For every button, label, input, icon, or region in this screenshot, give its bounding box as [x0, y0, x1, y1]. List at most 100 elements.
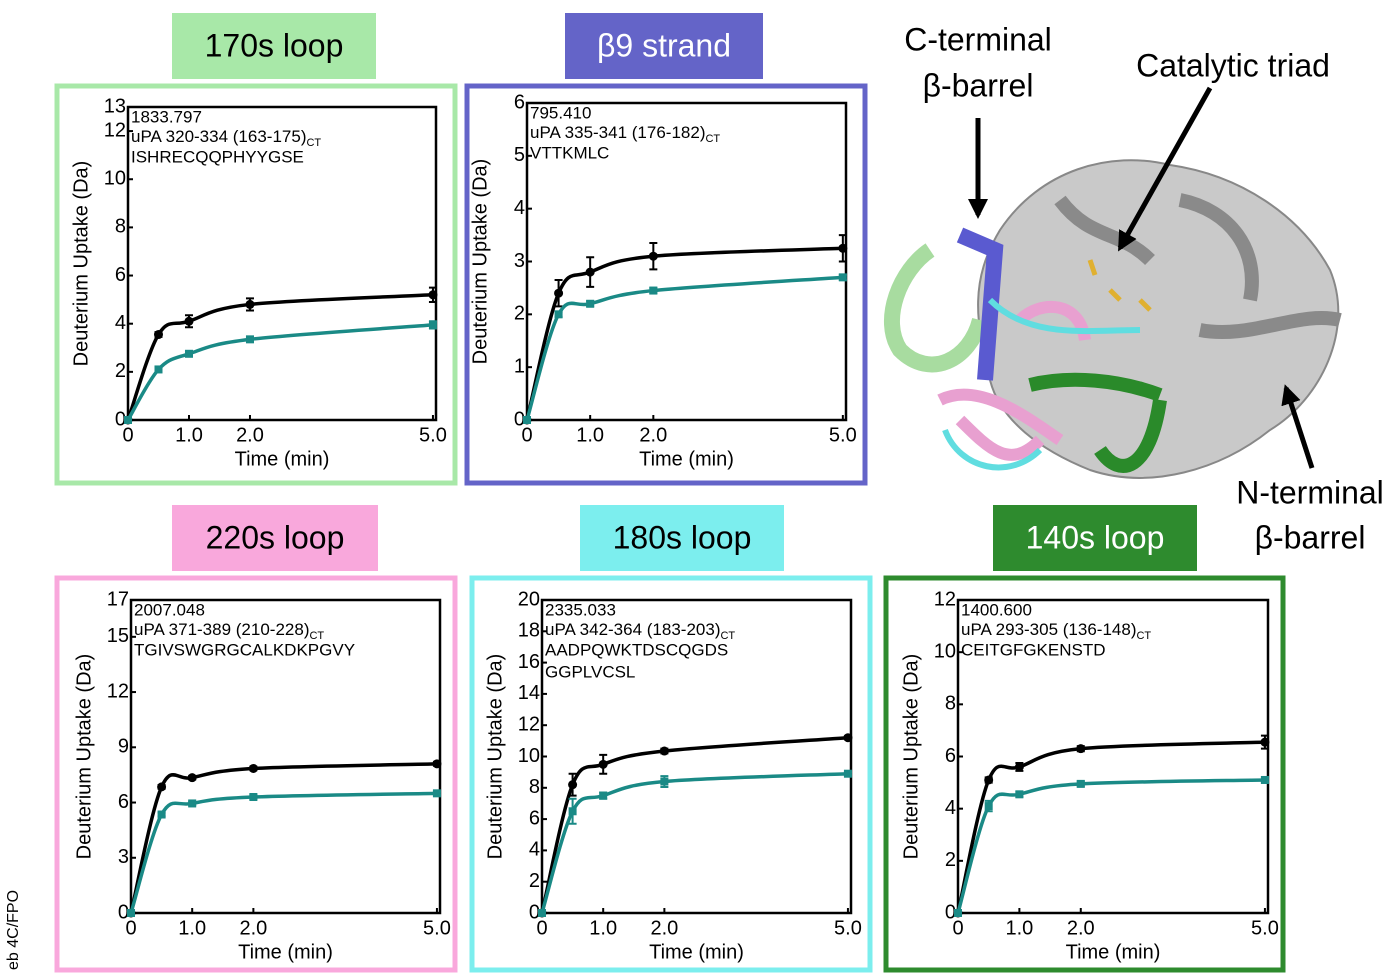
y-tick-label: 20 [518, 588, 540, 610]
data-point [523, 416, 531, 424]
annotation: uPA 342-364 (183-203)CT [545, 620, 735, 641]
annotation: VTTKMLC [530, 143, 609, 162]
data-point [1014, 762, 1024, 772]
fit-curve [540, 735, 849, 914]
data-point [1260, 775, 1269, 784]
x-tick-label: 2.0 [239, 917, 267, 939]
data-point [157, 782, 167, 792]
annotation-sub: CT [1136, 630, 1151, 642]
data-point [586, 299, 595, 308]
data-point [188, 799, 197, 808]
y-tick-label: 10 [518, 745, 540, 767]
y-tick-label: 6 [945, 745, 956, 767]
data-point [428, 320, 437, 329]
y-tick-label: 0 [514, 408, 525, 430]
data-point [648, 251, 658, 261]
annotation: TGIVSWGRGCALKDKPGVY [134, 640, 355, 659]
y-axis-label: Deuterium Uptake (Da) [900, 654, 922, 860]
annotation-text: uPA 335-341 (176-182) [530, 123, 705, 142]
panel-frame [54, 575, 458, 973]
data-point [538, 909, 546, 917]
data-point [568, 807, 577, 816]
y-tick-label: 12 [104, 119, 126, 141]
y-tick-label: 0 [529, 901, 540, 923]
y-tick-label: 12 [934, 588, 956, 610]
title-box [580, 505, 784, 571]
data-point [187, 773, 197, 783]
data-point [124, 416, 132, 424]
data-point [649, 286, 658, 295]
data-point [843, 733, 853, 743]
y-tick-label: 2 [115, 360, 126, 382]
y-tick-label: 3 [514, 250, 525, 272]
x-tick-label: 0 [952, 917, 963, 939]
x-tick-label: 0 [122, 424, 133, 446]
data-point [157, 810, 166, 819]
y-tick-label: 1 [514, 355, 525, 377]
y-tick-label: 5 [514, 144, 525, 166]
x-tick-label: 2.0 [1067, 917, 1095, 939]
annotation: ISHRECQQPHYYGSE [131, 147, 304, 166]
y-tick-label: 8 [529, 776, 540, 798]
data-point [432, 759, 442, 769]
annotation: 2007.048 [134, 600, 205, 619]
fit-curve [126, 293, 434, 421]
y-tick-label: 6 [115, 264, 126, 286]
y-axis-label: Deuterium Uptake (Da) [469, 159, 491, 365]
structure-label: N-terminal [1236, 474, 1384, 510]
fit-curve [956, 740, 1265, 914]
data-point [660, 777, 669, 786]
panel-frame [464, 83, 868, 486]
y-tick-label: 4 [529, 839, 540, 861]
x-tick-label: 5.0 [423, 917, 451, 939]
structure-label: β-barrel [1255, 519, 1366, 555]
structure-label: β-barrel [923, 67, 1034, 103]
arrow [1117, 86, 1213, 252]
data-point [245, 299, 255, 309]
annotation: uPA 335-341 (176-182)CT [530, 123, 720, 144]
x-tick-label: 1.0 [175, 424, 203, 446]
y-tick-label: 10 [934, 640, 956, 662]
data-point [984, 775, 994, 785]
y-tick-label: 10 [104, 168, 126, 190]
data-point [984, 802, 993, 811]
data-point [248, 763, 258, 773]
annotation: 795.410 [530, 103, 591, 122]
y-tick-label: 2 [514, 303, 525, 325]
data-point [154, 365, 163, 374]
x-axis-label: Time (min) [639, 448, 734, 470]
annotation-sub: CT [705, 133, 720, 145]
y-tick-label: 2 [529, 870, 540, 892]
panel-title: 180s loop [613, 519, 752, 555]
fit-curve [525, 246, 843, 421]
data-point [184, 349, 193, 358]
y-tick-label: 13 [104, 95, 126, 117]
data-point [249, 793, 258, 802]
data-point [843, 769, 852, 778]
panel-title: 140s loop [1026, 519, 1165, 555]
x-tick-label: 5.0 [834, 917, 862, 939]
fit-curve [525, 275, 843, 421]
panel-frame [469, 575, 873, 973]
x-tick-label: 1.0 [576, 424, 604, 446]
title-box [172, 13, 376, 79]
data-point [659, 746, 669, 756]
structure-label: Catalytic triad [1136, 47, 1330, 83]
fit-curve [956, 778, 1265, 914]
plot-area [129, 598, 442, 915]
panel-frame [54, 83, 458, 486]
annotation-text: uPA 342-364 (183-203) [545, 620, 720, 639]
annotation-sub: CT [309, 630, 324, 642]
title-box [172, 505, 378, 571]
y-tick-label: 17 [107, 588, 129, 610]
annotation: uPA 371-389 (210-228)CT [134, 620, 324, 641]
y-tick-label: 6 [514, 91, 525, 113]
annotation: 1400.600 [961, 600, 1032, 619]
annotation: uPA 293-305 (136-148)CT [961, 620, 1151, 641]
x-tick-label: 2.0 [639, 424, 667, 446]
y-tick-label: 0 [118, 901, 129, 923]
x-tick-label: 5.0 [419, 424, 447, 446]
data-point [585, 267, 595, 277]
title-box [565, 13, 763, 79]
